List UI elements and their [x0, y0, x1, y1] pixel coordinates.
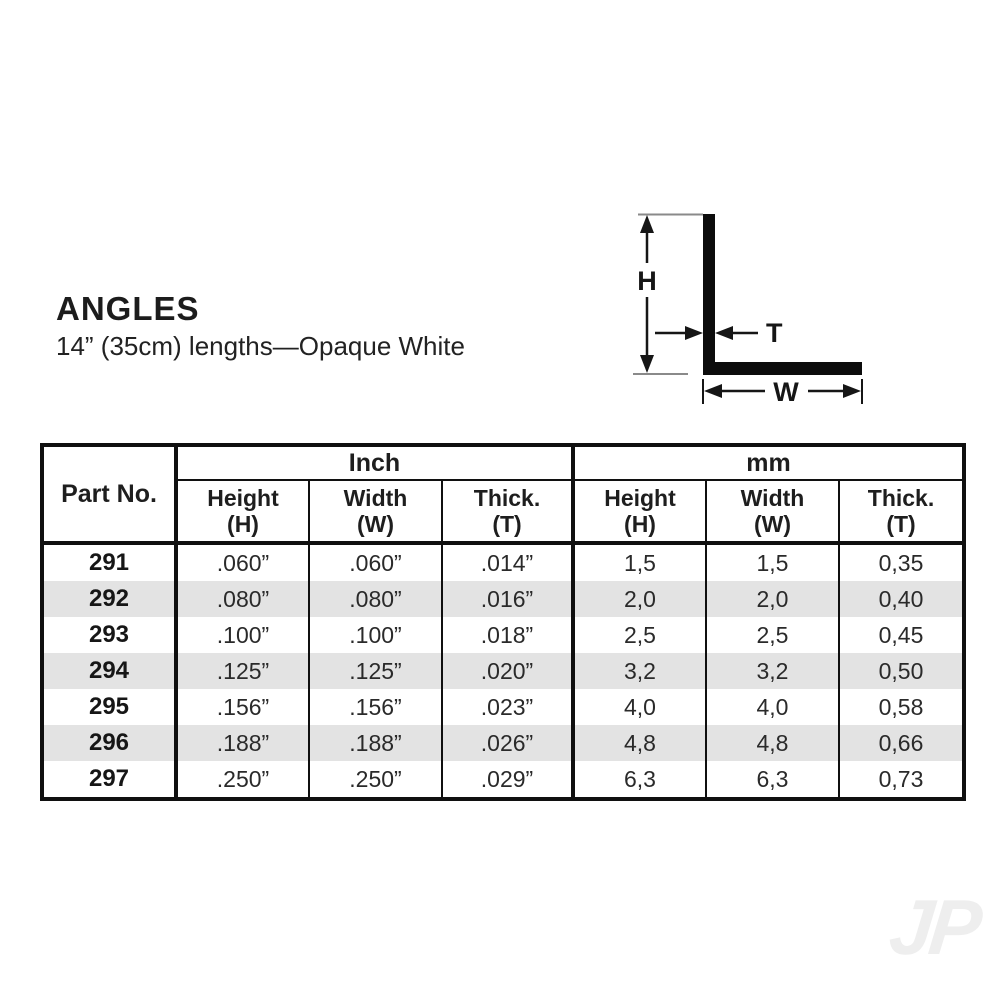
part-number: 293 — [42, 617, 178, 653]
inch-thick-header: Thick. (T) — [442, 480, 575, 545]
w-dimension-arrow — [702, 379, 863, 404]
mm-thick-value: 0,45 — [878, 621, 924, 648]
inch-height-header: Height (H) — [176, 480, 310, 545]
part-number: 291 — [42, 543, 178, 581]
inch-width-value: .156” — [309, 689, 443, 725]
mm-width-value: 4,0 — [706, 689, 840, 725]
table-row: 291 .060” .060” .014” 1,5 1,5 0,35 — [42, 543, 964, 581]
inch-width-value: .060” — [309, 543, 443, 581]
h-dimension-label: H — [637, 266, 657, 296]
inch-thick-value: .029” — [442, 761, 575, 799]
angles-spec-table: Part No. Inch mm Height (H) Width (W) Th… — [40, 443, 966, 801]
mm-height-value: 4,0 — [573, 689, 707, 725]
inch-height-value: .250” — [176, 761, 310, 799]
table-row: 292 .080” .080” .016” 2,0 2,0 0,40 — [42, 581, 964, 617]
part-no-header: Part No. — [42, 445, 178, 545]
part-number: 295 — [42, 689, 178, 725]
part-number: 292 — [42, 581, 178, 617]
inch-height-value: .100” — [176, 617, 310, 653]
t-dimension-arrow — [655, 326, 758, 340]
angle-profile-shape — [703, 214, 862, 375]
mm-width-value: 3,2 — [706, 653, 840, 689]
mm-thick-value: 0,40 — [878, 585, 924, 612]
inch-width-value: .100” — [309, 617, 443, 653]
w-dimension-label: W — [773, 377, 799, 407]
mm-group-header: mm — [573, 445, 964, 481]
mm-thick-header: Thick. (T) — [839, 480, 964, 545]
mm-width-value: 2,0 — [706, 581, 840, 617]
table-row: 295 .156” .156” .023” 4,0 4,0 0,58 — [42, 689, 964, 725]
h-dimension-arrow — [640, 215, 654, 373]
inch-height-value: .060” — [176, 543, 310, 581]
mm-width-value: 2,5 — [706, 617, 840, 653]
inch-height-value: .156” — [176, 689, 310, 725]
table-row: 294 .125” .125” .020” 3,2 3,2 0,50 — [42, 653, 964, 689]
mm-width-value: 6,3 — [706, 761, 840, 799]
page-subtitle: 14” (35cm) lengths—Opaque White — [56, 331, 465, 361]
mm-thick-value: 0,35 — [878, 549, 924, 576]
inch-width-value: .080” — [309, 581, 443, 617]
mm-height-value: 4,8 — [573, 725, 707, 761]
mm-width-header: Width (W) — [706, 480, 840, 545]
table-row: 293 .100” .100” .018” 2,5 2,5 0,45 — [42, 617, 964, 653]
spec-table-container: Part No. Inch mm Height (H) Width (W) Th… — [40, 443, 966, 801]
mm-thick-value: 0,50 — [878, 657, 924, 684]
part-number: 296 — [42, 725, 178, 761]
inch-thick-value: .016” — [442, 581, 575, 617]
part-number: 294 — [42, 653, 178, 689]
inch-thick-value: .020” — [442, 653, 575, 689]
inch-thick-value: .026” — [442, 725, 575, 761]
table-row: 296 .188” .188” .026” 4,8 4,8 0,66 — [42, 725, 964, 761]
mm-height-value: 1,5 — [573, 543, 707, 581]
inch-width-value: .188” — [309, 725, 443, 761]
part-number: 297 — [42, 761, 178, 799]
mm-width-value: 1,5 — [706, 543, 840, 581]
t-dimension-label: T — [766, 318, 783, 348]
mm-thick-value: 0,73 — [878, 765, 924, 792]
mm-height-value: 6,3 — [573, 761, 707, 799]
mm-thick-value: 0,58 — [878, 693, 924, 720]
inch-group-header: Inch — [176, 445, 575, 481]
mm-width-value: 4,8 — [706, 725, 840, 761]
inch-height-value: .188” — [176, 725, 310, 761]
mm-thick-value: 0,66 — [878, 729, 924, 756]
table-row: 297 .250” .250” .029” 6,3 6,3 0,73 — [42, 761, 964, 799]
inch-width-header: Width (W) — [309, 480, 443, 545]
inch-thick-value: .023” — [442, 689, 575, 725]
mm-height-value: 3,2 — [573, 653, 707, 689]
inch-height-value: .080” — [176, 581, 310, 617]
mm-height-header: Height (H) — [573, 480, 707, 545]
inch-width-value: .250” — [309, 761, 443, 799]
inch-thick-value: .014” — [442, 543, 575, 581]
mm-height-value: 2,0 — [573, 581, 707, 617]
inch-thick-value: .018” — [442, 617, 575, 653]
inch-width-value: .125” — [309, 653, 443, 689]
angle-cross-section-diagram: H T W — [600, 195, 890, 415]
inch-height-value: .125” — [176, 653, 310, 689]
page-title: ANGLES — [56, 290, 200, 327]
jp-watermark-logo: JP — [885, 883, 983, 971]
mm-height-value: 2,5 — [573, 617, 707, 653]
